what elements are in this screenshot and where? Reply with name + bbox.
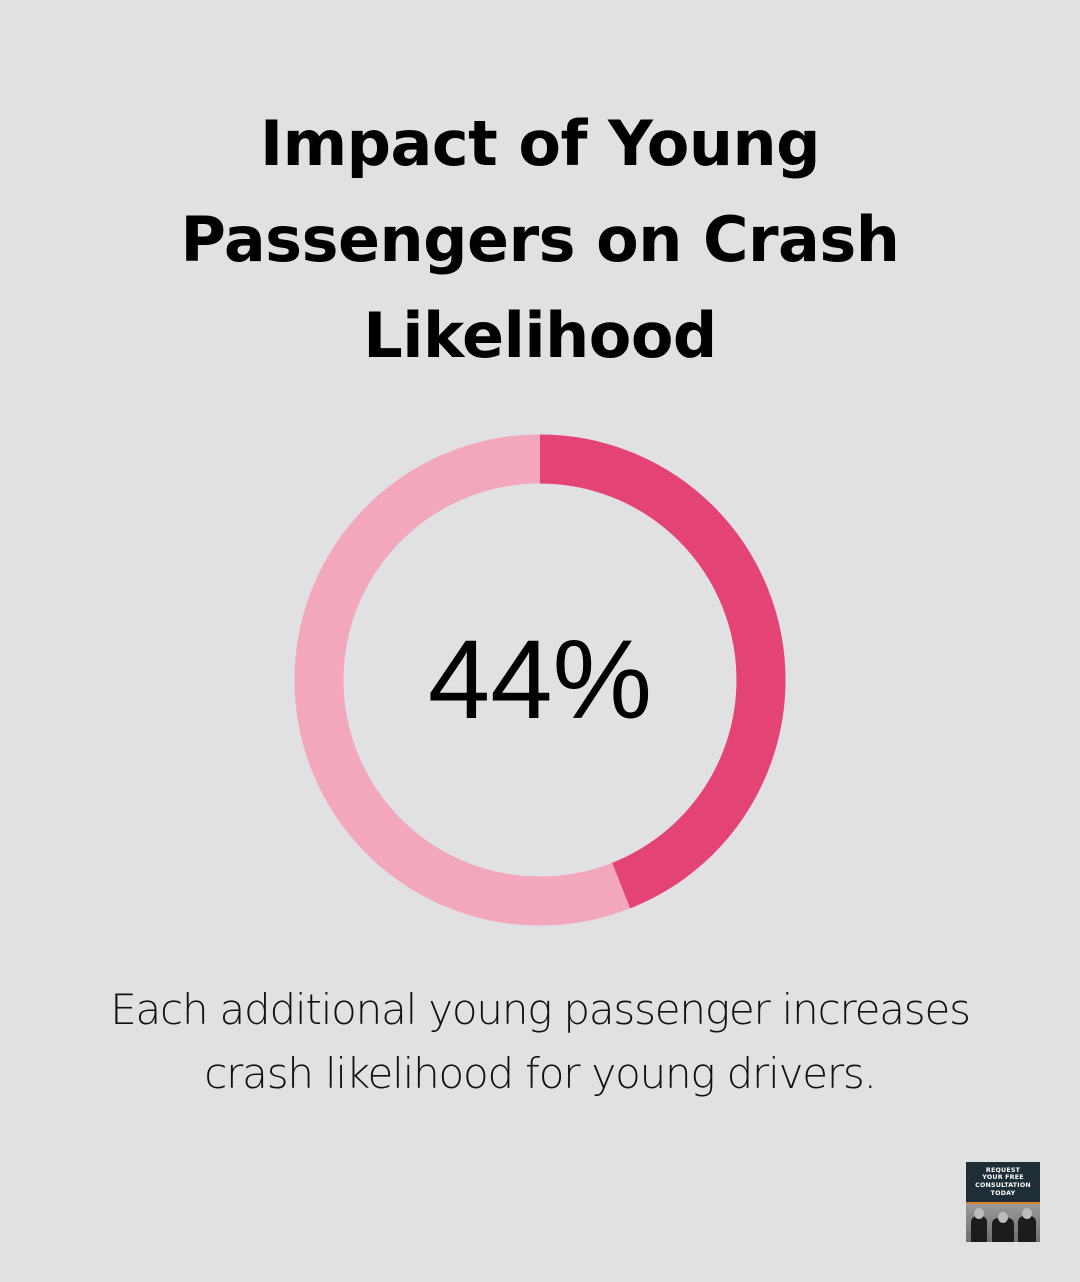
person-silhouette	[992, 1218, 1014, 1242]
person-head	[1022, 1208, 1032, 1219]
cta-line-4: TODAY	[990, 1189, 1016, 1197]
cta-divider	[966, 1202, 1040, 1204]
title-line-3: Likelihood	[363, 299, 717, 372]
team-photo	[966, 1204, 1040, 1242]
person-silhouette	[1018, 1216, 1036, 1242]
cta-label: REQUEST YOUR FREE CONSULTATION TODAY	[966, 1162, 1040, 1202]
donut-highlight-segment	[294, 434, 786, 926]
caption-line-1: Each additional young passenger increase…	[110, 985, 971, 1034]
caption-line-2: crash likelihood for young drivers.	[204, 1049, 877, 1098]
person-head	[998, 1212, 1008, 1223]
stat-value: 44%	[427, 617, 653, 742]
donut-svg	[294, 434, 786, 926]
person-silhouette	[971, 1216, 987, 1242]
person-head	[974, 1208, 984, 1219]
cta-line-2: YOUR FREE	[982, 1174, 1024, 1182]
donut-chart: 44%	[294, 434, 786, 926]
title-line-2: Passengers on Crash	[180, 203, 900, 276]
page-title: Impact of Young Passengers on Crash Like…	[0, 96, 1080, 384]
cta-line-3: CONSULTATION	[975, 1182, 1031, 1189]
cta-line-1: REQUEST	[985, 1166, 1021, 1174]
caption: Each additional young passenger increase…	[0, 978, 1080, 1106]
consultation-cta-badge[interactable]: REQUEST YOUR FREE CONSULTATION TODAY	[966, 1162, 1040, 1242]
title-line-1: Impact of Young	[260, 107, 820, 180]
